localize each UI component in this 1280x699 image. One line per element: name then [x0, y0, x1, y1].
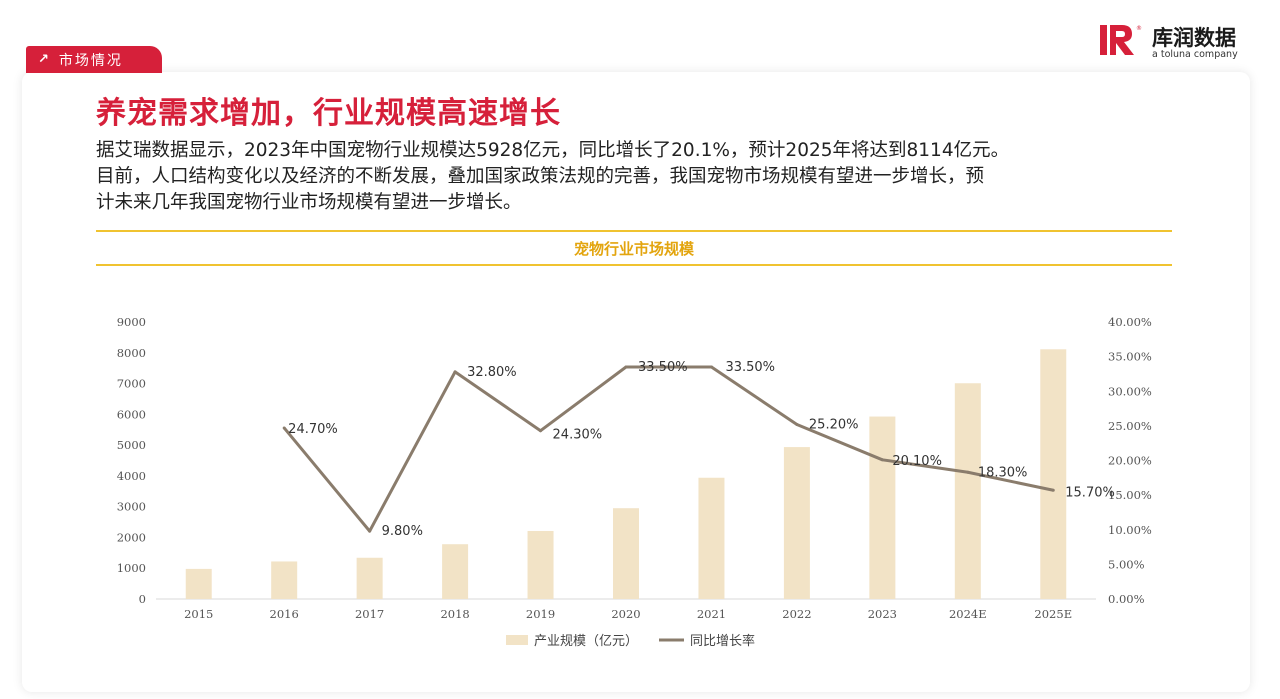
legend-bar-swatch [506, 635, 528, 645]
line-point [709, 365, 713, 369]
chart-title-bar: 宠物行业市场规模 [96, 230, 1172, 266]
bar [271, 561, 298, 599]
brand-logo: ® 库润数据 a toluna company [1098, 20, 1258, 64]
market-size-chart: 0 1000 2000 3000 4000 5000 6000 7000 8000 9000 0.0… [117, 315, 1152, 649]
y-right-tick-label: 25.00% [1108, 419, 1152, 433]
page-title: 养宠需求增加，行业规模高速增长 [96, 96, 561, 131]
logo-english-tagline: a toluna company [1152, 49, 1238, 60]
logo-mark-icon: ® [1100, 25, 1142, 55]
y-right-tick-label: 40.00% [1108, 315, 1152, 329]
x-tick-label: 2020 [611, 607, 640, 621]
x-tick-label: 2016 [270, 607, 299, 621]
chart-title-bottom-rule [96, 264, 1172, 266]
line-data-label: 18.30% [978, 465, 1028, 480]
section-tag: ↗ 市场情况 [26, 46, 162, 73]
bar [783, 447, 810, 599]
line-point [880, 458, 884, 462]
x-tick-label: 2022 [782, 607, 811, 621]
line-data-label: 33.50% [638, 360, 688, 375]
y-left-tick-label: 4000 [117, 469, 146, 483]
line-data-label: 33.50% [725, 360, 775, 375]
description-line: 计未来几年我国宠物行业市场规模有望进一步增长。 [96, 192, 522, 213]
description-paragraph: 据艾瑞数据显示，2023年中国宠物行业规模达5928亿元，同比增长了20.1%，… [96, 138, 1146, 216]
line-data-label: 25.20% [809, 417, 859, 432]
legend-line-label: 同比增长率 [690, 633, 755, 649]
line-data-label: 20.10% [892, 454, 942, 469]
y-left-tick-label: 8000 [117, 346, 146, 360]
y-left-tick-label: 0 [139, 592, 146, 606]
legend-bar-label: 产业规模（亿元） [534, 634, 638, 649]
description-line: 据艾瑞数据显示，2023年中国宠物行业规模达5928亿元，同比增长了20.1%，… [96, 140, 1010, 161]
line-point [795, 422, 799, 426]
bar [527, 530, 554, 599]
y-left-tick-label: 2000 [117, 530, 146, 544]
chart-title-top-rule [96, 230, 1172, 232]
x-tick-label: 2015 [184, 607, 213, 621]
y-right-tick-label: 5.00% [1108, 557, 1145, 571]
y-left-tick-label: 6000 [117, 407, 146, 421]
registered-mark: ® [1136, 25, 1142, 32]
x-tick-label: 2025E [1034, 607, 1072, 621]
line-data-label: 32.80% [467, 365, 517, 380]
x-tick-label: 2024E [949, 607, 987, 621]
line-point [966, 470, 970, 474]
x-tick-label: 2018 [440, 607, 469, 621]
line-point [453, 370, 457, 374]
y-right-tick-label: 35.00% [1108, 350, 1152, 364]
line-point [539, 429, 543, 433]
x-tick-label: 2019 [526, 607, 555, 621]
section-tag-label: 市场情况 [58, 52, 123, 69]
y-left-tick-label: 3000 [117, 500, 146, 514]
line-data-label: 9.80% [382, 524, 423, 539]
y-left-tick-label: 1000 [117, 561, 146, 575]
bar [869, 416, 896, 599]
x-tick-label: 2021 [697, 607, 726, 621]
y-right-tick-label: 0.00% [1108, 592, 1145, 606]
y-right-tick-label: 15.00% [1108, 488, 1152, 502]
arrow-up-right-icon: ↗ [38, 52, 51, 67]
line-point [282, 426, 286, 430]
chart-title: 宠物行业市场规模 [573, 239, 694, 258]
y-right-tick-label: 10.00% [1108, 523, 1152, 537]
x-tick-label: 2023 [868, 607, 897, 621]
line-data-label: 24.70% [288, 422, 338, 437]
line-point [624, 365, 628, 369]
line-point [1051, 488, 1055, 492]
bar [356, 557, 383, 599]
description-line: 目前，人口结构变化以及经济的不断发展，叠加国家政策法规的完善，我国宠物市场规模有… [96, 166, 985, 187]
bar [954, 383, 981, 599]
growth-rate-line [283, 365, 1054, 533]
y-right-tick-label: 30.00% [1108, 384, 1152, 398]
line-data-label: 15.70% [1065, 485, 1115, 500]
line-data-label: 24.30% [553, 428, 603, 443]
y-left-tick-label: 5000 [117, 438, 146, 452]
bar [698, 477, 725, 599]
bar [442, 544, 469, 599]
bar [613, 508, 639, 599]
x-tick-label: 2017 [355, 607, 384, 621]
bar [1040, 349, 1067, 599]
line-point [368, 529, 372, 533]
logo-chinese-name: 库润数据 [1152, 26, 1236, 50]
y-right-tick-label: 20.00% [1108, 454, 1152, 468]
bar [185, 568, 212, 599]
y-left-tick-label: 7000 [117, 377, 146, 391]
y-left-tick-label: 9000 [117, 315, 146, 329]
